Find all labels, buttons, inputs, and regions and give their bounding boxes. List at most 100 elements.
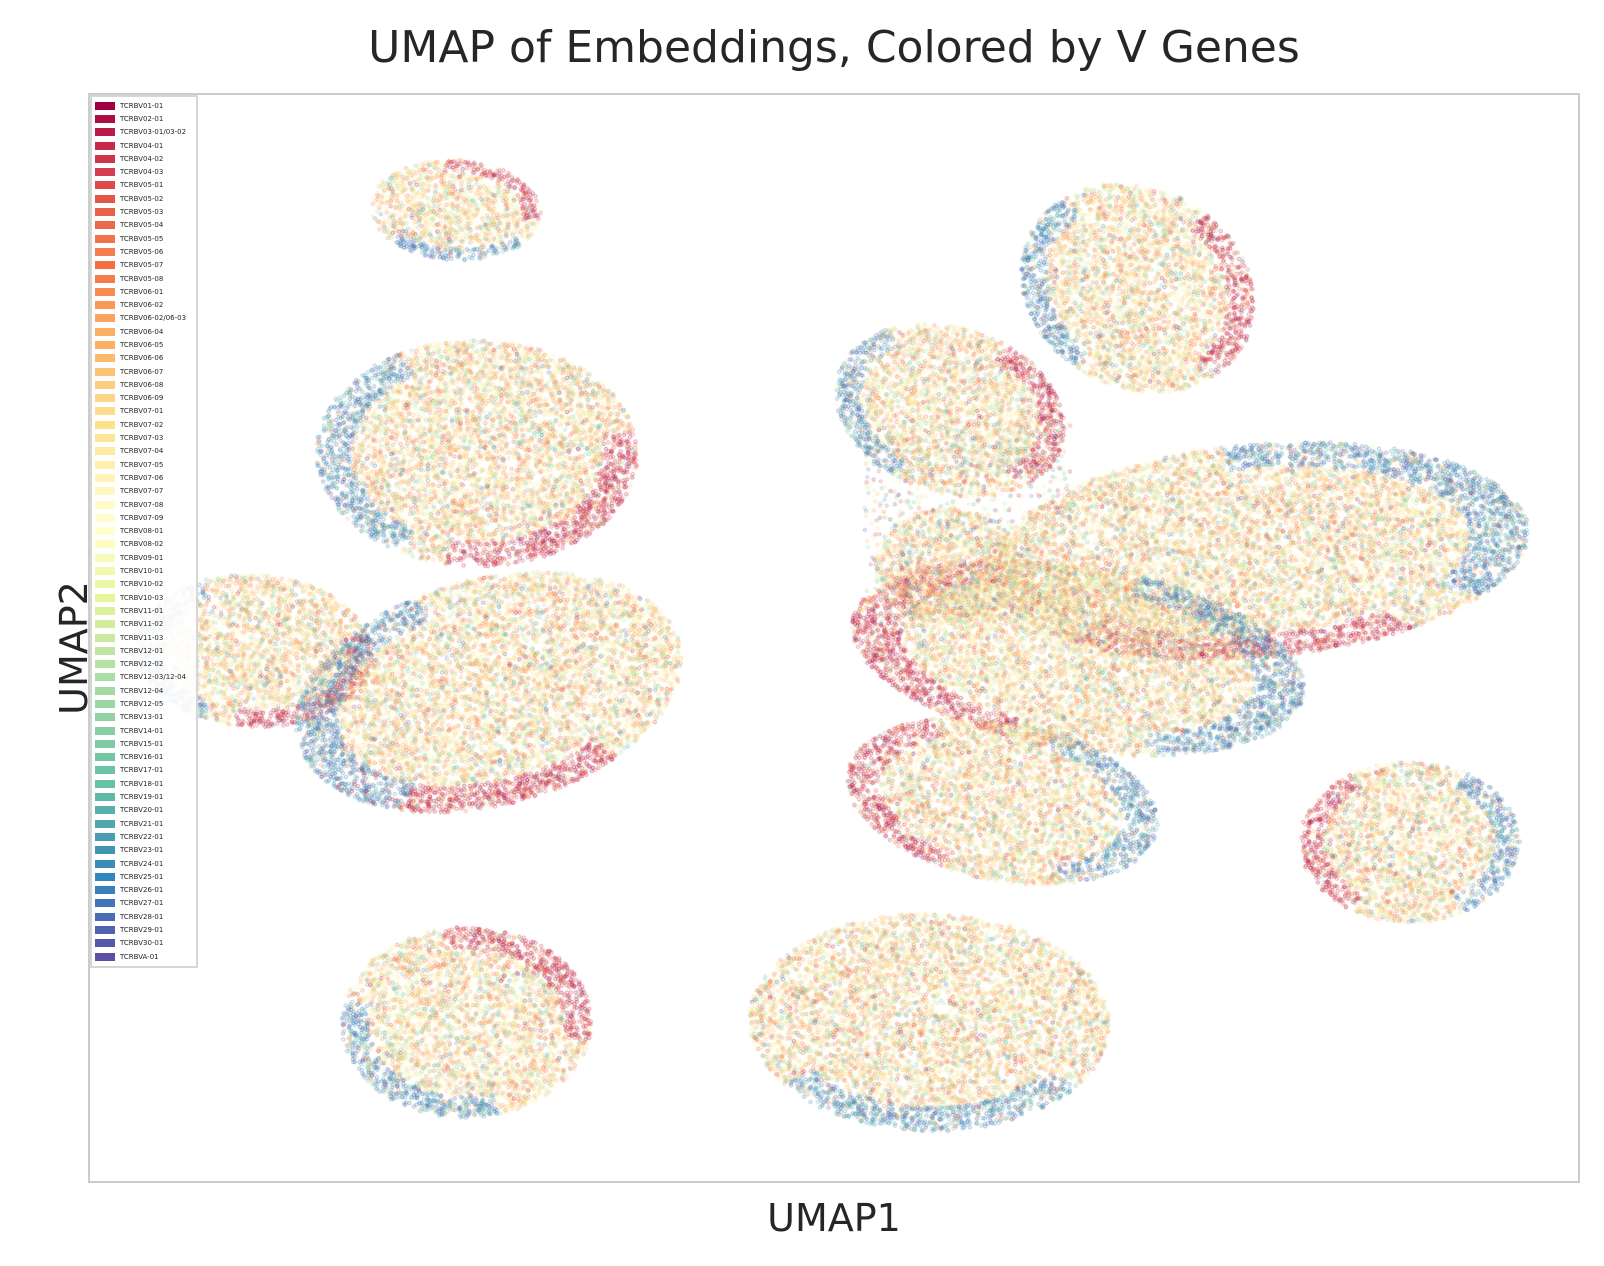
legend-label: TCRBV08-01 bbox=[120, 527, 164, 536]
legend-swatch bbox=[95, 380, 115, 389]
legend-swatch bbox=[95, 327, 115, 336]
legend-item: TCRBV11-03 bbox=[95, 631, 193, 644]
legend-item: TCRBV23-01 bbox=[95, 844, 193, 857]
legend-item: TCRBV12-01 bbox=[95, 644, 193, 657]
legend-item: TCRBV06-06 bbox=[95, 352, 193, 365]
legend-item: TCRBV06-07 bbox=[95, 365, 193, 378]
legend-label: TCRBV02-01 bbox=[120, 114, 164, 123]
legend-item: TCRBV04-01 bbox=[95, 139, 193, 152]
legend-swatch bbox=[95, 208, 115, 217]
legend-label: TCRBV26-01 bbox=[120, 886, 164, 895]
legend-label: TCRBV12-01 bbox=[120, 646, 164, 655]
legend-swatch bbox=[95, 128, 115, 137]
legend-label: TCRBV08-02 bbox=[120, 540, 164, 549]
legend-swatch bbox=[95, 912, 115, 921]
legend-label: TCRBV07-09 bbox=[120, 513, 164, 522]
legend-item: TCRBV20-01 bbox=[95, 804, 193, 817]
legend-item: TCRBV07-09 bbox=[95, 511, 193, 524]
legend-label: TCRBV06-02 bbox=[120, 301, 164, 310]
legend-item: TCRBV08-01 bbox=[95, 525, 193, 538]
legend-label: TCRBV07-03 bbox=[120, 434, 164, 443]
legend-swatch bbox=[95, 660, 115, 669]
legend-swatch bbox=[95, 473, 115, 482]
legend-item: TCRBV06-02/06-03 bbox=[95, 312, 193, 325]
legend-label: TCRBV29-01 bbox=[120, 926, 164, 935]
legend-swatch bbox=[95, 739, 115, 748]
legend-label: TCRBV05-01 bbox=[120, 181, 164, 190]
legend-swatch bbox=[95, 673, 115, 682]
legend-item: TCRBV07-03 bbox=[95, 431, 193, 444]
legend-item: TCRBV06-05 bbox=[95, 338, 193, 351]
legend-swatch bbox=[95, 340, 115, 349]
legend-swatch bbox=[95, 154, 115, 163]
legend-label: TCRBV04-03 bbox=[120, 168, 164, 177]
legend-swatch bbox=[95, 899, 115, 908]
legend-label: TCRBV27-01 bbox=[120, 899, 164, 908]
legend-item: TCRBV06-09 bbox=[95, 392, 193, 405]
legend-item: TCRBV04-03 bbox=[95, 165, 193, 178]
legend-swatch bbox=[95, 234, 115, 243]
legend-swatch bbox=[95, 527, 115, 536]
legend-item: TCRBV05-06 bbox=[95, 245, 193, 258]
legend-item: TCRBV30-01 bbox=[95, 937, 193, 950]
legend-label: TCRBV07-07 bbox=[120, 487, 164, 496]
legend-swatch bbox=[95, 580, 115, 589]
legend-label: TCRBV12-02 bbox=[120, 660, 164, 669]
legend-label: TCRBV06-06 bbox=[120, 354, 164, 363]
legend-label: TCRBV07-04 bbox=[120, 447, 164, 456]
legend-label: TCRBV05-07 bbox=[120, 261, 164, 270]
legend-item: TCRBV18-01 bbox=[95, 777, 193, 790]
legend-item: TCRBV05-03 bbox=[95, 205, 193, 218]
legend-swatch bbox=[95, 513, 115, 522]
legend-item: TCRBV07-07 bbox=[95, 485, 193, 498]
legend-item: TCRBV10-02 bbox=[95, 578, 193, 591]
legend-swatch bbox=[95, 194, 115, 203]
legend-label: TCRBV07-08 bbox=[120, 500, 164, 509]
legend-item: TCRBV16-01 bbox=[95, 751, 193, 764]
legend-swatch bbox=[95, 926, 115, 935]
legend-swatch bbox=[95, 314, 115, 323]
legend-label: TCRBV20-01 bbox=[120, 806, 164, 815]
legend-item: TCRBV03-01/03-02 bbox=[95, 126, 193, 139]
legend-swatch bbox=[95, 407, 115, 416]
legend-swatch bbox=[95, 394, 115, 403]
legend-label: TCRBV07-02 bbox=[120, 420, 164, 429]
legend-item: TCRBV12-04 bbox=[95, 684, 193, 697]
legend: TCRBV01-01 TCRBV02-01 TCRBV03-01/03-02 TCRB… bbox=[90, 95, 198, 969]
legend-label: TCRBV14-01 bbox=[120, 726, 164, 735]
legend-item: TCRBV12-05 bbox=[95, 697, 193, 710]
legend-swatch bbox=[95, 567, 115, 576]
legend-label: TCRBV13-01 bbox=[120, 713, 164, 722]
legend-item: TCRBV28-01 bbox=[95, 910, 193, 923]
legend-item: TCRBV07-05 bbox=[95, 458, 193, 471]
legend-swatch bbox=[95, 447, 115, 456]
legend-label: TCRBV05-02 bbox=[120, 194, 164, 203]
legend-item: TCRBV12-03/12-04 bbox=[95, 671, 193, 684]
legend-label: TCRBV12-05 bbox=[120, 700, 164, 708]
legend-item: TCRBV13-01 bbox=[95, 711, 193, 724]
legend-item: TCRBV05-01 bbox=[95, 179, 193, 192]
legend-label: TCRBV07-01 bbox=[120, 407, 164, 416]
legend-label: TCRBV28-01 bbox=[120, 912, 164, 921]
legend-item: TCRBV09-01 bbox=[95, 551, 193, 564]
legend-label: TCRBV05-05 bbox=[120, 234, 164, 243]
legend-swatch bbox=[95, 181, 115, 190]
legend-swatch bbox=[95, 633, 115, 642]
legend-item: TCRBV10-01 bbox=[95, 564, 193, 577]
legend-swatch bbox=[95, 420, 115, 429]
legend-label: TCRBV16-01 bbox=[120, 753, 164, 762]
legend-item: TCRBV07-08 bbox=[95, 498, 193, 511]
legend-swatch bbox=[95, 952, 115, 961]
legend-swatch bbox=[95, 700, 115, 708]
legend-label: TCRBV06-08 bbox=[120, 380, 164, 389]
legend-item: TCRBV19-01 bbox=[95, 790, 193, 803]
legend-item: TCRBV07-01 bbox=[95, 405, 193, 418]
chart-title: UMAP of Embeddings, Colored by V Genes bbox=[368, 22, 1300, 73]
legend-label: TCRBV30-01 bbox=[120, 939, 164, 948]
legend-label: TCRBV07-06 bbox=[120, 473, 164, 482]
legend-item: TCRBV15-01 bbox=[95, 737, 193, 750]
legend-label: TCRBVA-01 bbox=[120, 952, 159, 961]
legend-item: TCRBV07-02 bbox=[95, 418, 193, 431]
legend-swatch bbox=[95, 939, 115, 948]
legend-item: TCRBV25-01 bbox=[95, 870, 193, 883]
